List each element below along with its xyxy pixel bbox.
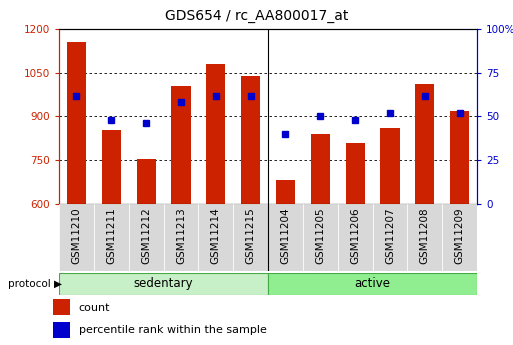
Text: GSM11215: GSM11215	[246, 207, 255, 264]
Bar	[381, 128, 400, 204]
Bar	[407, 204, 442, 271]
Bar	[171, 86, 190, 204]
Bar	[67, 42, 86, 204]
Text: count: count	[78, 303, 110, 313]
Bar	[268, 204, 303, 271]
Text: GSM11213: GSM11213	[176, 207, 186, 264]
Text: GDS654 / rc_AA800017_at: GDS654 / rc_AA800017_at	[165, 9, 348, 23]
Bar	[53, 299, 70, 315]
Text: GSM11212: GSM11212	[141, 207, 151, 264]
Bar	[206, 64, 225, 204]
Bar	[415, 85, 435, 204]
Text: GSM11204: GSM11204	[281, 207, 290, 264]
Bar	[276, 180, 295, 204]
Bar	[102, 129, 121, 204]
Text: active: active	[354, 277, 390, 290]
Text: GSM11206: GSM11206	[350, 207, 360, 264]
Bar	[372, 204, 407, 271]
Text: GSM11208: GSM11208	[420, 207, 430, 264]
Text: protocol ▶: protocol ▶	[8, 279, 62, 289]
Bar	[303, 204, 338, 271]
Bar	[311, 134, 330, 204]
Bar	[129, 204, 164, 271]
Bar	[59, 273, 268, 295]
Bar	[442, 204, 477, 271]
Bar	[53, 322, 70, 337]
Text: GSM11211: GSM11211	[106, 207, 116, 264]
Text: percentile rank within the sample: percentile rank within the sample	[78, 325, 267, 335]
Text: GSM11210: GSM11210	[71, 207, 82, 264]
Text: GSM11205: GSM11205	[315, 207, 325, 264]
Bar	[136, 159, 155, 204]
Bar	[233, 204, 268, 271]
Bar	[241, 76, 260, 204]
Bar	[346, 142, 365, 204]
Text: sedentary: sedentary	[134, 277, 193, 290]
Bar	[94, 204, 129, 271]
Bar	[199, 204, 233, 271]
Text: GSM11207: GSM11207	[385, 207, 395, 264]
Text: GSM11209: GSM11209	[455, 207, 465, 264]
Bar	[268, 273, 477, 295]
Bar	[164, 204, 199, 271]
Text: GSM11214: GSM11214	[211, 207, 221, 264]
Bar	[450, 111, 469, 204]
Bar	[59, 204, 94, 271]
Bar	[338, 204, 372, 271]
